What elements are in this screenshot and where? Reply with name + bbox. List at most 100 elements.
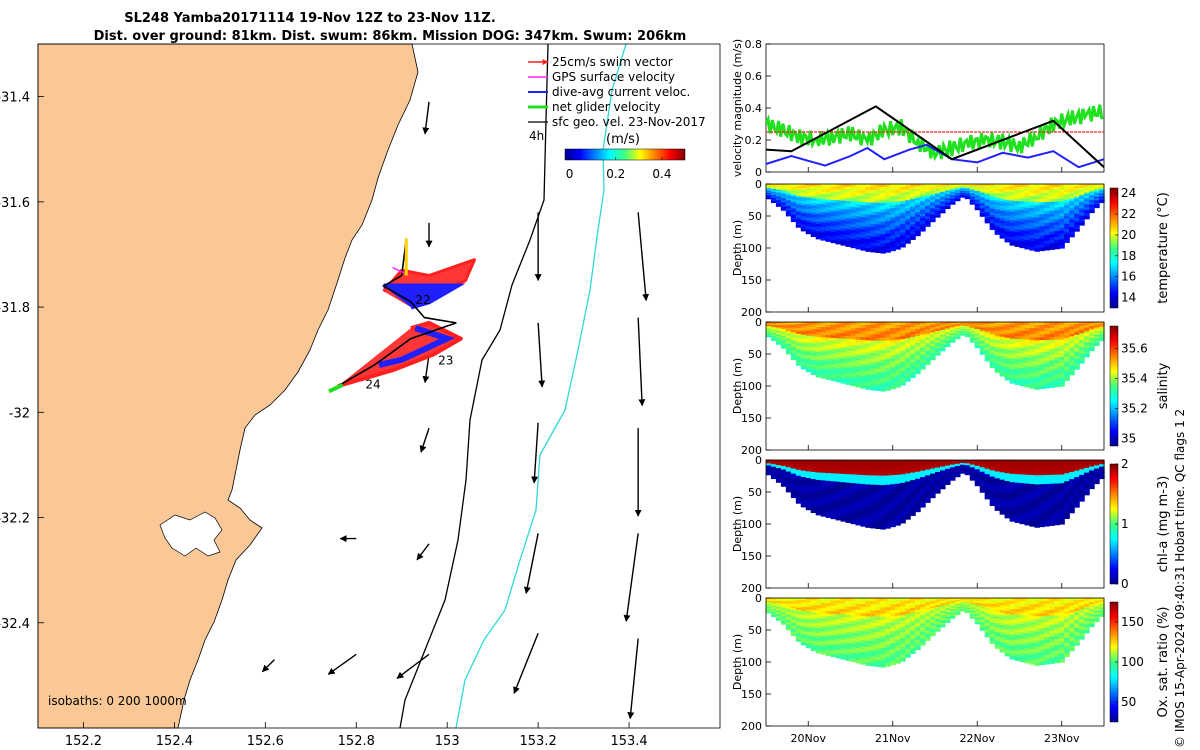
section-cell (930, 489, 936, 492)
section-cell (925, 199, 931, 202)
section-cell (850, 494, 857, 499)
section-cell (1064, 221, 1070, 225)
section-cell (915, 366, 921, 370)
section-cell (954, 184, 961, 186)
section-cell (775, 611, 782, 613)
section-cell (1079, 349, 1085, 353)
section-cell (766, 329, 772, 331)
velocity-series-line (765, 105, 1105, 168)
section-cell (795, 201, 802, 205)
section-cell (815, 213, 822, 217)
section-cell (1084, 478, 1090, 482)
section-cell (785, 335, 792, 338)
section-cell (949, 337, 956, 340)
current-arrow (623, 533, 639, 623)
section-cell (885, 193, 891, 197)
section-cell (1059, 213, 1065, 217)
section-cell (766, 606, 772, 608)
section-cell (1034, 373, 1040, 378)
section-cell (820, 362, 827, 366)
section-cell (984, 497, 991, 500)
section-cell (915, 343, 921, 347)
section-cell (855, 492, 862, 496)
section-cell (939, 465, 946, 468)
section-cell (935, 332, 941, 335)
section-cell (964, 187, 971, 189)
section-cell (989, 484, 996, 488)
section-cell (830, 329, 837, 334)
section-cell (840, 509, 847, 514)
section-cell (855, 198, 862, 203)
section-cell (790, 325, 797, 328)
section-cell (994, 225, 1001, 229)
section-cell (1014, 381, 1021, 385)
section-cell (795, 359, 802, 362)
section-cell (920, 485, 926, 489)
section-cell (939, 340, 946, 343)
section-cell (1009, 460, 1016, 464)
section-cell (994, 367, 1001, 371)
section-cell (920, 186, 926, 189)
section-cell (820, 513, 827, 517)
section-cell (949, 322, 956, 324)
section-cell (905, 511, 911, 515)
section-cell (785, 488, 792, 491)
section-cell (1094, 200, 1100, 202)
section-cell (1049, 369, 1055, 374)
section-cell (850, 184, 857, 188)
section-cell (795, 623, 802, 627)
section-cell (795, 598, 802, 601)
section-cell (850, 238, 857, 243)
section-cell (1099, 327, 1105, 330)
section-cell (984, 346, 991, 350)
section-cell (949, 339, 956, 341)
section-cell (875, 224, 881, 229)
section-cell (805, 217, 812, 221)
section-cell (810, 602, 817, 606)
section-cell (1064, 364, 1070, 368)
section-cell (1084, 322, 1090, 325)
section-cell (785, 626, 792, 629)
section-cell (1084, 206, 1090, 209)
section-cell (825, 355, 832, 360)
section-cell (964, 331, 971, 333)
section-cell (979, 470, 986, 473)
section-cell (1089, 460, 1095, 462)
section-cell (820, 643, 827, 647)
section-cell (1024, 213, 1031, 218)
section-cell (865, 245, 871, 249)
section-cell (1009, 476, 1016, 481)
section-cell (840, 228, 847, 232)
section-cell (935, 185, 941, 188)
section-cell (775, 601, 782, 603)
section-cell (989, 192, 996, 195)
section-cell (795, 331, 802, 335)
section-cell (795, 615, 802, 619)
section-cell (915, 504, 921, 508)
section-cell (895, 468, 901, 473)
section-cell (810, 624, 817, 628)
section-cell (880, 475, 886, 480)
section-cell (860, 322, 867, 326)
section-cell (1074, 472, 1080, 476)
section-cell (1099, 197, 1105, 199)
section-cell (850, 480, 857, 484)
section-cell (820, 334, 827, 338)
section-cell (895, 231, 901, 235)
section-cell (1084, 342, 1090, 345)
section-cell (780, 335, 787, 337)
section-cell (984, 327, 991, 330)
section-cell (930, 330, 936, 333)
section-cell (810, 212, 817, 216)
section-cell (930, 194, 936, 197)
section-cell (1069, 476, 1075, 480)
section-cell (1009, 239, 1016, 243)
section-cell (984, 199, 991, 203)
section-cell (920, 328, 926, 332)
section-cell (870, 358, 876, 363)
section-cell (1089, 341, 1095, 344)
section-cell (840, 330, 847, 334)
section-cell (905, 478, 911, 483)
section-cell (974, 187, 981, 190)
section-cell (880, 209, 886, 213)
